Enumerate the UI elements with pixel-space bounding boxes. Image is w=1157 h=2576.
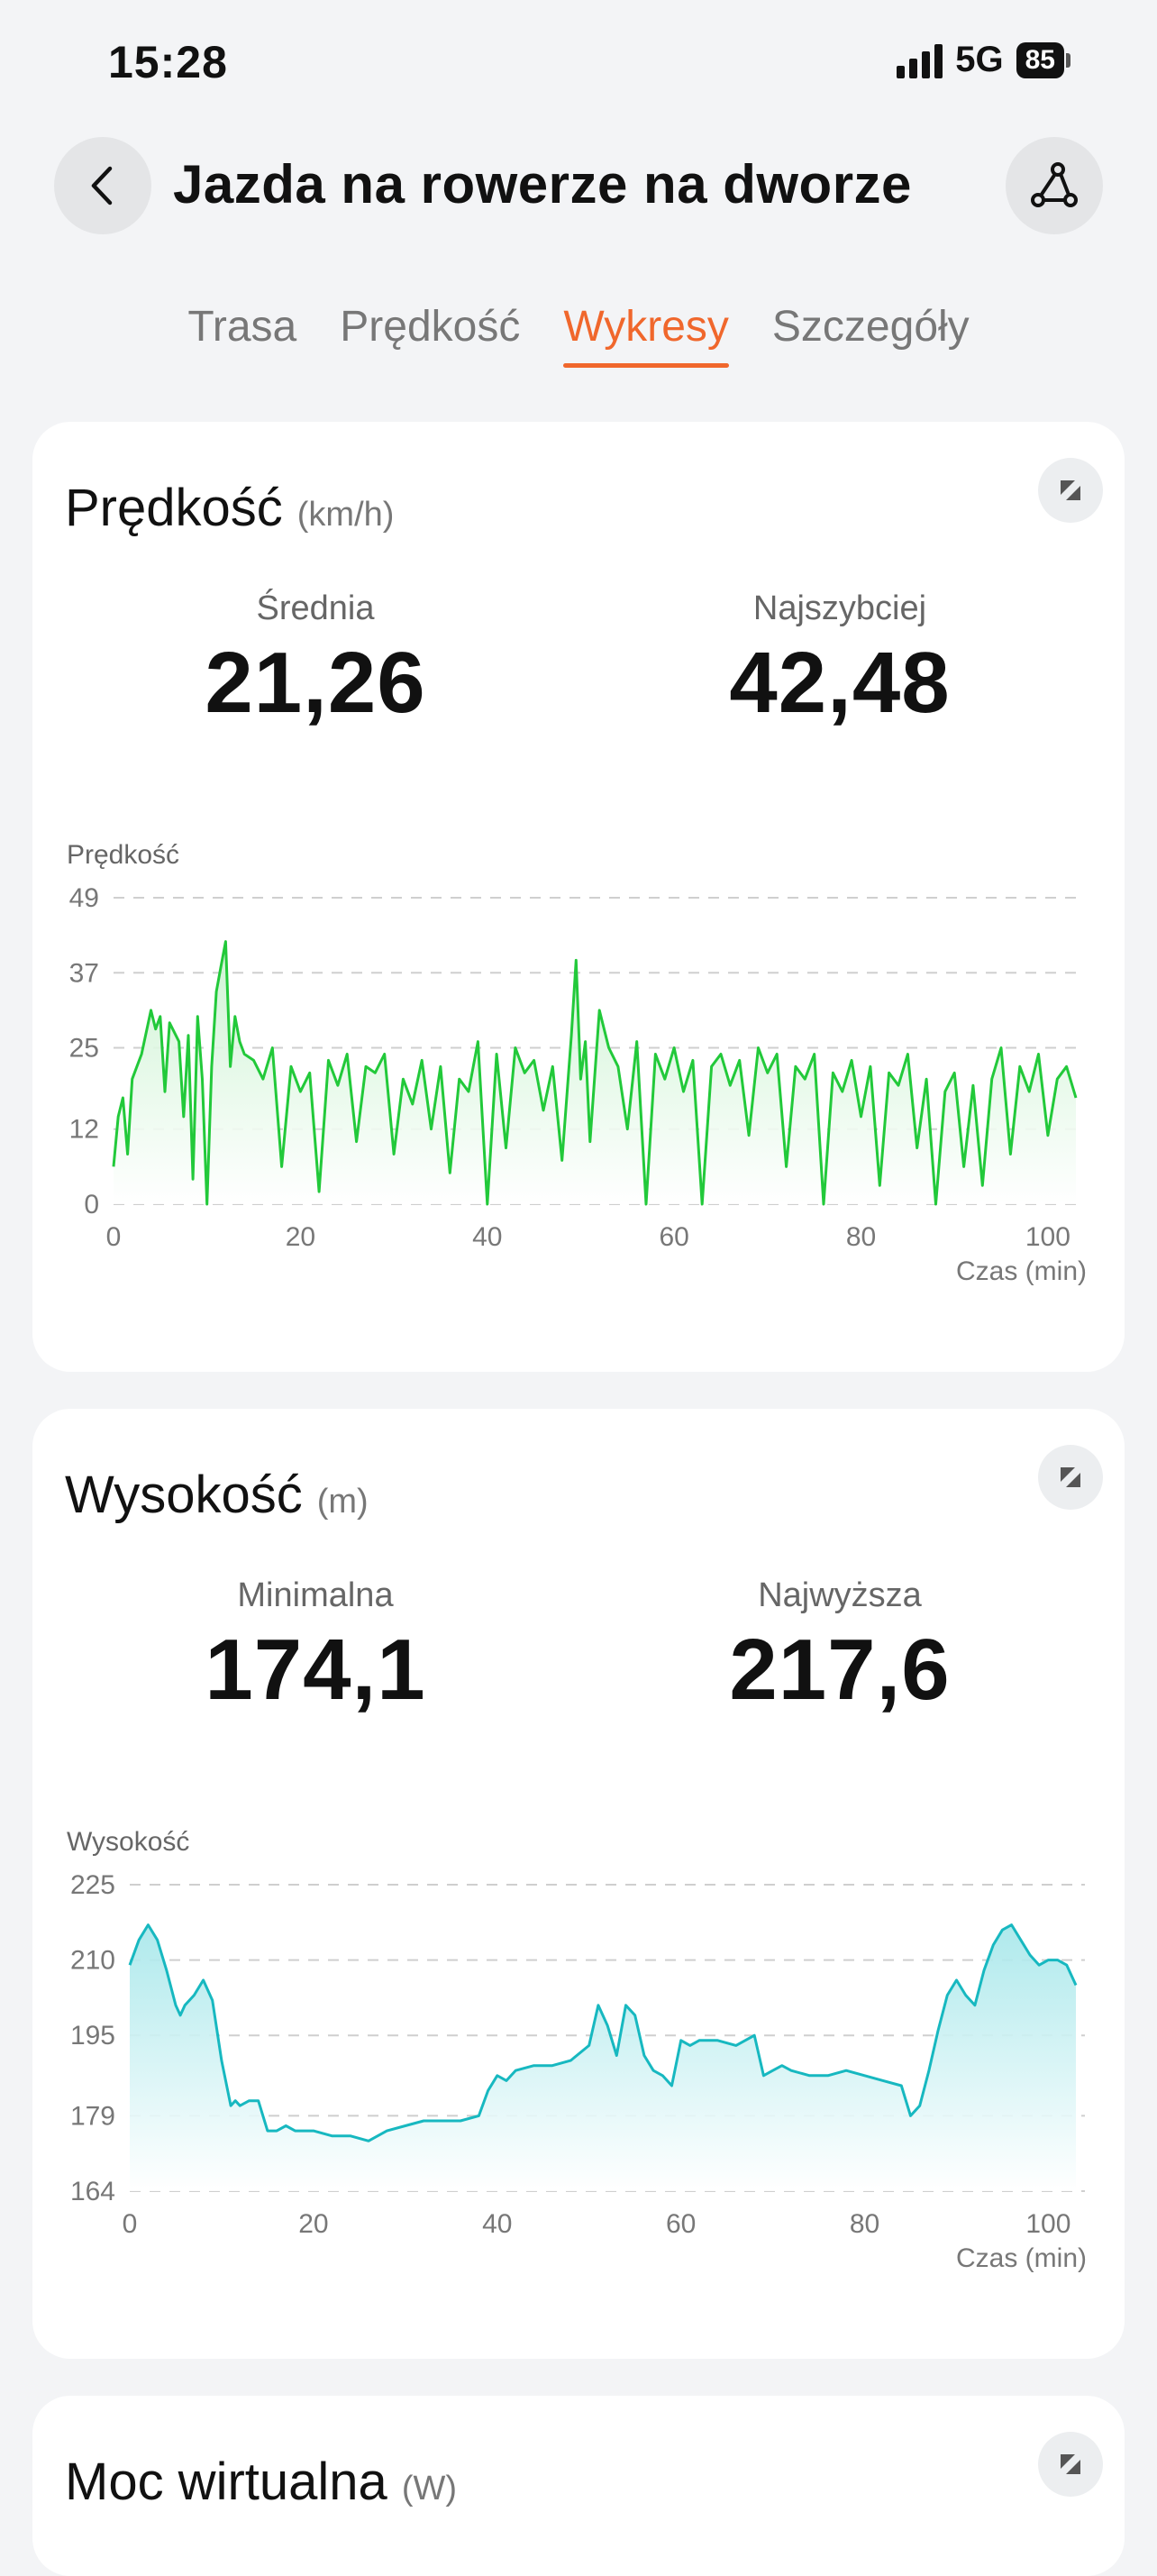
- expand-icon: [1061, 2454, 1080, 2474]
- altitude-unit: (m): [316, 1483, 369, 1521]
- y-tick-label: 12: [69, 1115, 99, 1145]
- speed-max: Najszybciej 42,48: [615, 589, 1065, 733]
- tab-bar: Trasa Prędkość Wykresy Szczegóły: [0, 302, 1157, 368]
- tab-szczegoly[interactable]: Szczegóły: [771, 303, 970, 351]
- stat-label: Minimalna: [237, 1576, 394, 1614]
- x-tick-label: 80: [850, 2209, 879, 2239]
- x-axis-title: Czas (min): [956, 2243, 1087, 2273]
- x-tick-label: 0: [106, 1222, 122, 1252]
- battery-icon: 85: [1016, 41, 1070, 78]
- y-tick-label: 164: [70, 2177, 115, 2206]
- x-tick-label: 20: [298, 2209, 328, 2239]
- status-indicators: 5G 85: [897, 40, 1070, 80]
- y-tick-label: 0: [84, 1190, 99, 1219]
- power-title: Moc wirtualna: [65, 2453, 387, 2511]
- stat-label: Najszybciej: [752, 589, 927, 627]
- x-tick-label: 40: [482, 2209, 512, 2239]
- power-card-title: Moc wirtualna (W): [65, 2452, 457, 2512]
- y-axis-title: Prędkość: [67, 840, 179, 870]
- altitude-title: Wysokość: [65, 1466, 303, 1524]
- network-label: 5G: [955, 40, 1004, 79]
- altitude-card: Wysokość (m) Minimalna 174,1 Najwyższa 2…: [32, 1409, 1125, 2359]
- y-tick-label: 225: [70, 1870, 115, 1900]
- route-icon: [1031, 162, 1078, 207]
- status-bar: 15:28 5G 85: [0, 0, 1157, 126]
- x-tick-label: 100: [1025, 1222, 1070, 1252]
- signal-icon: [897, 42, 943, 78]
- speed-expand-button[interactable]: [1038, 458, 1103, 523]
- x-axis-title: Czas (min): [956, 1256, 1087, 1286]
- expand-icon: [1061, 480, 1080, 500]
- page-title: Jazda na rowerze na dworze: [173, 154, 912, 215]
- series-area: [114, 941, 1076, 1204]
- x-tick-label: 100: [1025, 2209, 1070, 2239]
- tab-wykresy[interactable]: Wykresy: [563, 302, 729, 368]
- y-tick-label: 37: [69, 958, 99, 988]
- tab-predkosc[interactable]: Prędkość: [340, 303, 521, 351]
- status-time: 15:28: [108, 37, 228, 87]
- altitude-card-title: Wysokość (m): [65, 1465, 369, 1525]
- stat-value: 217,6: [729, 1621, 951, 1718]
- speed-unit: (km/h): [296, 496, 395, 534]
- tab-trasa[interactable]: Trasa: [187, 303, 297, 351]
- x-tick-label: 40: [472, 1222, 502, 1252]
- x-tick-label: 0: [123, 2209, 138, 2239]
- expand-icon: [1061, 1467, 1080, 1487]
- altitude-min: Minimalna 174,1: [90, 1576, 541, 1720]
- stat-value: 42,48: [729, 635, 951, 731]
- series-line: [112, 940, 1078, 1206]
- series-area: [130, 1924, 1076, 2191]
- stat-label: Najwyższa: [758, 1576, 922, 1614]
- speed-average: Średnia 21,26: [90, 589, 541, 733]
- altitude-max: Najwyższa 217,6: [615, 1576, 1065, 1720]
- altitude-chart: Wysokość 164 179 195 210 225 0 20 40 60 80 100 Czas …: [67, 1827, 1087, 2273]
- stat-value: 174,1: [205, 1621, 426, 1718]
- speed-card: Prędkość (km/h) Średnia 21,26 Najszybcie…: [32, 422, 1125, 1372]
- x-tick-label: 20: [286, 1222, 315, 1252]
- stat-label: Średnia: [256, 589, 375, 627]
- speed-title: Prędkość: [65, 479, 283, 537]
- x-tick-label: 60: [659, 1222, 688, 1252]
- x-tick-label: 80: [846, 1222, 876, 1252]
- chevron-left-icon: [91, 166, 113, 206]
- y-tick-label: 210: [70, 1946, 115, 1976]
- power-unit: (W): [401, 2470, 457, 2507]
- power-card: Moc wirtualna (W): [32, 2396, 1125, 2576]
- y-tick-label: 25: [69, 1034, 99, 1064]
- x-tick-label: 60: [666, 2209, 696, 2239]
- altitude-expand-button[interactable]: [1038, 1445, 1103, 1510]
- route-button[interactable]: [1006, 137, 1103, 234]
- y-tick-label: 49: [69, 883, 99, 913]
- stat-value: 21,26: [205, 635, 426, 731]
- y-tick-label: 195: [70, 2021, 115, 2051]
- y-axis-title: Wysokość: [67, 1827, 189, 1857]
- power-expand-button[interactable]: [1038, 2432, 1103, 2497]
- app-header: Jazda na rowerze na dworze: [0, 135, 1157, 243]
- back-button[interactable]: [54, 137, 151, 234]
- battery-level: 85: [1016, 41, 1064, 78]
- speed-card-title: Prędkość (km/h): [65, 478, 394, 538]
- series-line: [128, 1923, 1078, 2142]
- y-tick-label: 179: [70, 2101, 115, 2131]
- speed-chart: Prędkość 0 12 25 37 49 0 20 40 60 80 100 Czas (min): [67, 840, 1087, 1286]
